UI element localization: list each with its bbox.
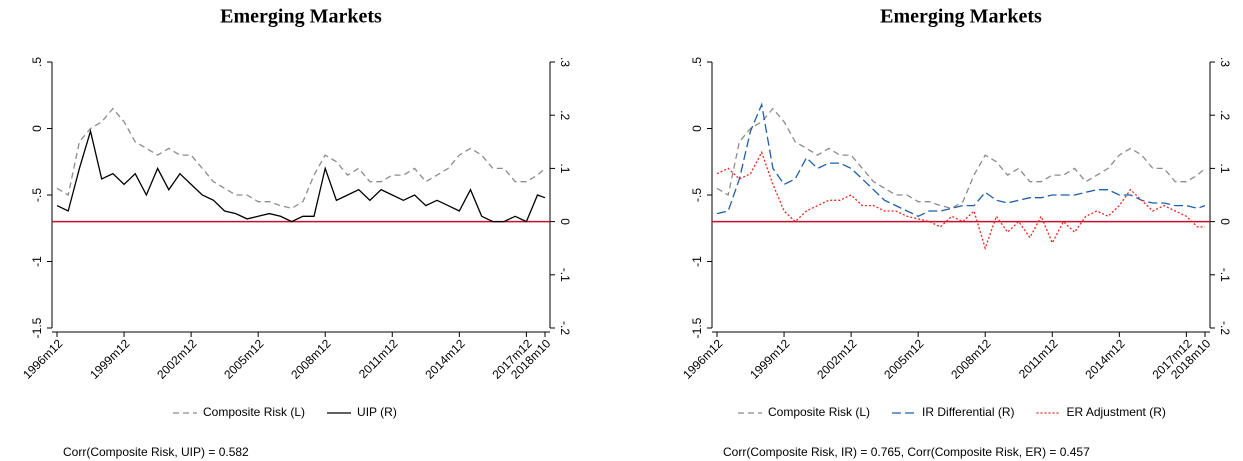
- legend-label: ER Adjustment (R): [1067, 405, 1166, 419]
- y2-tick-label: .1: [1218, 163, 1232, 173]
- y-tick-label: -1.5: [690, 317, 704, 338]
- x-tick-label: 1999m12: [747, 336, 793, 382]
- y-tick-label: 0: [30, 125, 44, 132]
- series-line: [716, 102, 1206, 218]
- y2-tick-label: .2: [558, 110, 572, 120]
- series-line: [56, 107, 546, 209]
- legend-label: UIP (R): [357, 405, 397, 419]
- y2-tick-label: 0: [1218, 218, 1232, 225]
- x-tick-label: 2014m12: [1082, 336, 1128, 382]
- legend-label: Composite Risk (L): [768, 405, 870, 419]
- y-tick-label: -.5: [30, 188, 44, 202]
- y-tick-label: -1: [690, 256, 704, 267]
- y2-tick-label: -.1: [1218, 268, 1232, 282]
- y-tick-label: -1: [30, 256, 44, 267]
- y2-tick-label: .2: [1218, 110, 1232, 120]
- y2-tick-label: -.2: [558, 321, 572, 335]
- x-tick-label: 1996m12: [20, 336, 66, 382]
- y2-tick-label: -.1: [558, 268, 572, 282]
- x-tick-label: 2005m12: [881, 336, 927, 382]
- y-tick-label: -1.5: [30, 317, 44, 338]
- x-tick-label: 2011m12: [356, 336, 401, 381]
- y2-tick-label: 0: [558, 218, 572, 225]
- chart-title: Emerging Markets: [220, 6, 382, 28]
- footnote: Corr(Composite Risk, IR) = 0.765, Corr(C…: [723, 445, 1090, 459]
- y-tick-label: .5: [690, 57, 704, 67]
- y2-tick-label: .3: [558, 57, 572, 67]
- y2-tick-label: -.2: [1218, 321, 1232, 335]
- y2-tick-label: .1: [558, 163, 572, 173]
- series-line: [716, 107, 1206, 209]
- x-tick-label: 2014m12: [422, 336, 468, 382]
- y-tick-label: -.5: [690, 188, 704, 202]
- series-line: [56, 128, 546, 223]
- chart-title: Emerging Markets: [880, 6, 1042, 28]
- legend-label: Composite Risk (L): [203, 405, 305, 419]
- x-tick-label: 1996m12: [680, 336, 726, 382]
- x-tick-label: 1999m12: [87, 336, 133, 382]
- x-tick-label: 2005m12: [221, 336, 267, 382]
- footnote: Corr(Composite Risk, UIP) = 0.582: [63, 445, 249, 459]
- x-tick-label: 2008m12: [948, 336, 994, 382]
- x-tick-label: 2011m12: [1016, 336, 1061, 381]
- x-tick-label: 2002m12: [154, 336, 200, 382]
- x-tick-label: 2008m12: [288, 336, 334, 382]
- y2-tick-label: .3: [1218, 57, 1232, 67]
- legend-label: IR Differential (R): [922, 405, 1014, 419]
- x-tick-label: 2002m12: [814, 336, 860, 382]
- y-tick-label: .5: [30, 57, 44, 67]
- y-tick-label: 0: [690, 125, 704, 132]
- series-line: [716, 150, 1205, 251]
